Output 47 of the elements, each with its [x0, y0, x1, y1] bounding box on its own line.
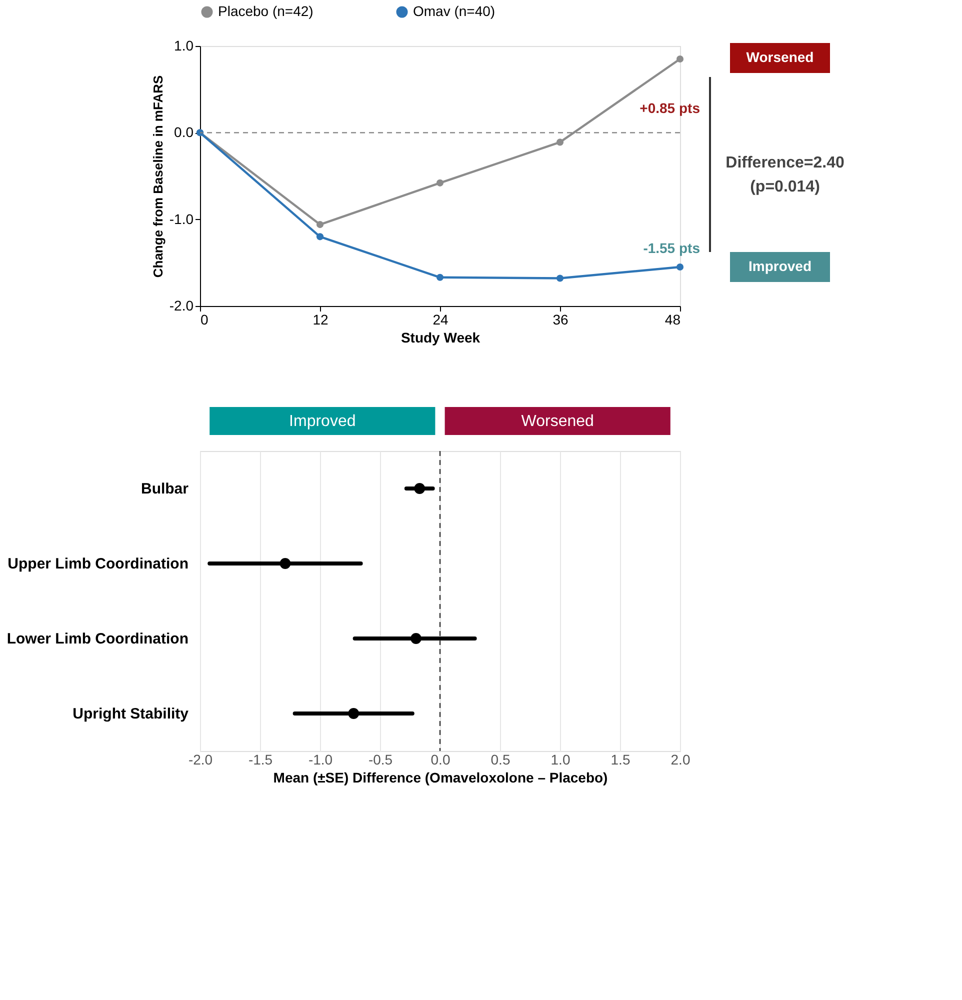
y-tick-label: Upright Stability [72, 706, 190, 722]
x-tick-label: 2.0 [670, 752, 690, 768]
text: Worsened [746, 49, 814, 65]
y-tick-label: 0.0 [174, 124, 194, 140]
point [556, 274, 564, 282]
x-tick-label: 12 [312, 312, 328, 328]
text: (p=0.014) [750, 178, 820, 196]
point [316, 233, 324, 240]
annotation: +0.85 pts [640, 100, 700, 116]
x-tick-label: 0 [200, 312, 208, 328]
annotation: -1.55 pts [643, 240, 700, 256]
point [676, 55, 684, 63]
x-tick-label: 36 [552, 312, 568, 328]
point [316, 221, 324, 228]
y-tick-label: 1.0 [174, 38, 194, 54]
point [436, 274, 444, 281]
legend-label: Placebo (n=42) [218, 3, 314, 19]
text: Improved [748, 258, 812, 274]
point [410, 633, 422, 644]
x-axis-title: Study Week [400, 330, 480, 346]
text: Difference=2.40 [726, 154, 844, 172]
x-tick-label: 0.0 [430, 752, 450, 768]
point [676, 263, 684, 271]
x-tick-label: -2.0 [188, 752, 213, 768]
point [436, 179, 444, 186]
point [280, 558, 291, 569]
x-tick-label: 1.5 [610, 752, 630, 768]
y-tick-label: -1.0 [169, 210, 194, 227]
text: Worsened [521, 413, 594, 430]
x-tick-label: 24 [432, 312, 448, 328]
x-tick-label: 0.5 [490, 752, 510, 768]
x-axis-title: Mean (±SE) Difference (Omaveloxolone – Placebo) [273, 770, 608, 786]
point [414, 483, 426, 494]
x-tick-label: 1.0 [550, 752, 570, 768]
x-tick-label: -1.5 [248, 752, 273, 768]
x-tick-label: -1.0 [308, 752, 333, 768]
y-tick-label: Bulbar [140, 480, 189, 498]
text: Improved [289, 413, 356, 430]
x-tick-label: -0.5 [368, 752, 393, 768]
y-tick-label: Upper Limb Coordination [8, 556, 188, 572]
x-tick-label: 48 [664, 312, 681, 328]
legend-label: Omav (n=40) [413, 3, 496, 19]
point [556, 138, 564, 146]
y-axis-title: Change from Baseline in mFARS [150, 75, 166, 278]
y-tick-label: -2.0 [169, 298, 194, 314]
y-tick-label: Lower Limb Coordination [6, 630, 188, 648]
point [348, 708, 360, 719]
